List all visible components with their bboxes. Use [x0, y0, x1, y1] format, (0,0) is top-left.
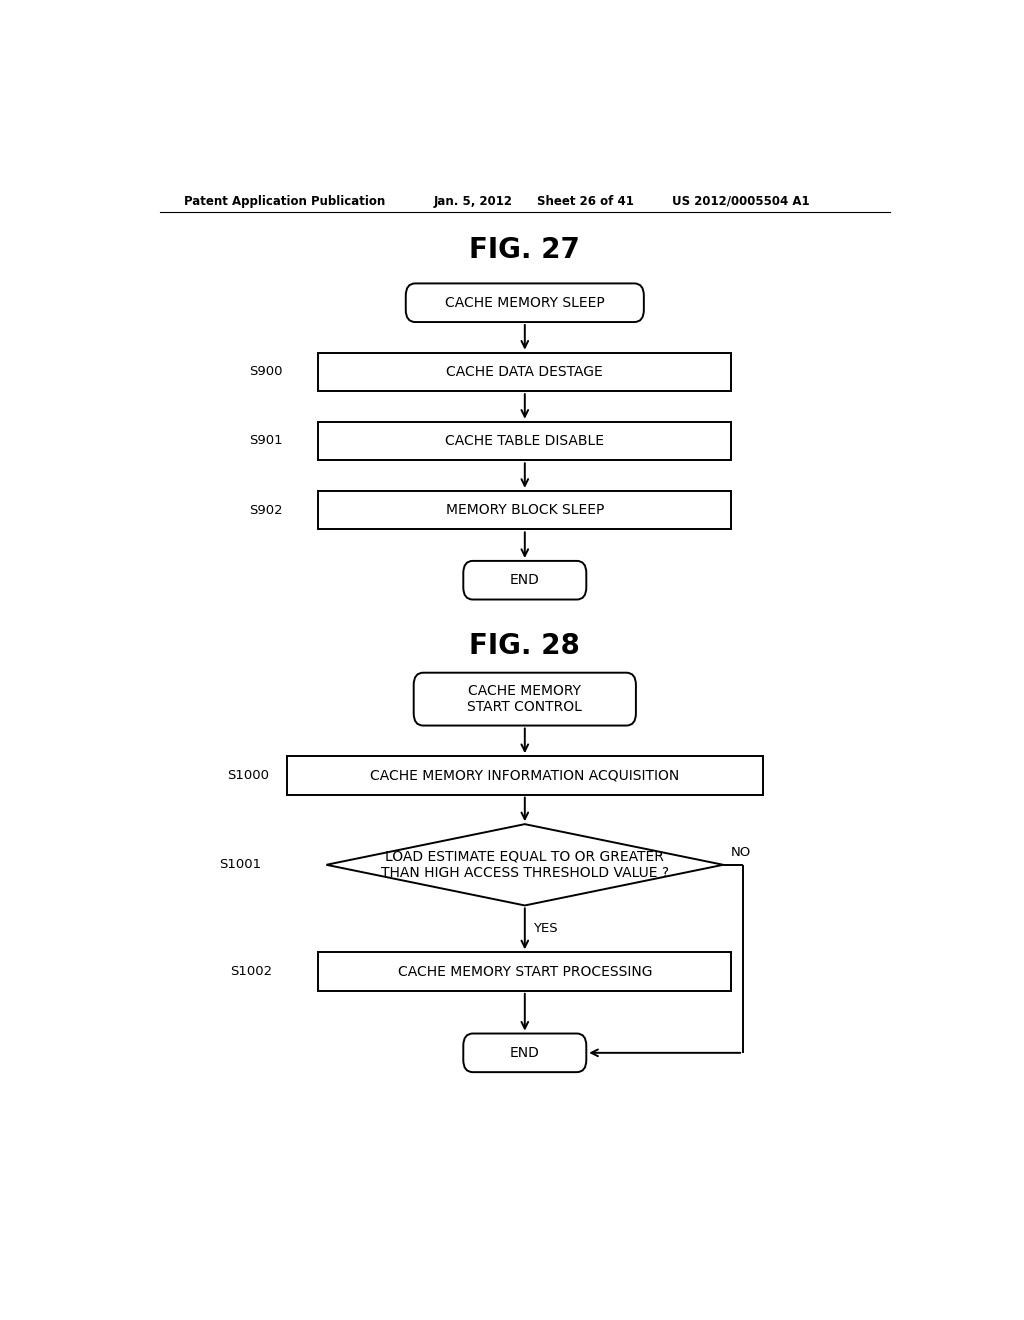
Text: END: END [510, 1045, 540, 1060]
Bar [318, 952, 731, 991]
Text: S901: S901 [249, 434, 283, 447]
Text: CACHE TABLE DISABLE: CACHE TABLE DISABLE [445, 434, 604, 447]
Text: Jan. 5, 2012: Jan. 5, 2012 [433, 194, 513, 207]
Text: S902: S902 [249, 503, 283, 516]
Text: MEMORY BLOCK SLEEP: MEMORY BLOCK SLEEP [445, 503, 604, 517]
FancyBboxPatch shape [414, 673, 636, 726]
Text: END: END [510, 573, 540, 587]
Text: CACHE MEMORY
START CONTROL: CACHE MEMORY START CONTROL [467, 684, 583, 714]
Bar [287, 756, 763, 795]
Text: Sheet 26 of 41: Sheet 26 of 41 [537, 194, 634, 207]
Text: CACHE MEMORY START PROCESSING: CACHE MEMORY START PROCESSING [397, 965, 652, 978]
Text: Patent Application Publication: Patent Application Publication [183, 194, 385, 207]
Text: S1000: S1000 [227, 768, 269, 781]
Text: S900: S900 [249, 366, 283, 379]
Text: FIG. 27: FIG. 27 [469, 236, 581, 264]
Text: CACHE DATA DESTAGE: CACHE DATA DESTAGE [446, 364, 603, 379]
Bar [318, 352, 731, 391]
Polygon shape [327, 824, 723, 906]
Text: FIG. 28: FIG. 28 [469, 632, 581, 660]
Text: US 2012/0005504 A1: US 2012/0005504 A1 [672, 194, 809, 207]
FancyBboxPatch shape [463, 1034, 587, 1072]
FancyBboxPatch shape [463, 561, 587, 599]
Text: LOAD ESTIMATE EQUAL TO OR GREATER
THAN HIGH ACCESS THRESHOLD VALUE ?: LOAD ESTIMATE EQUAL TO OR GREATER THAN H… [381, 850, 669, 880]
Text: S1001: S1001 [219, 858, 261, 871]
FancyBboxPatch shape [406, 284, 644, 322]
Bar [318, 421, 731, 461]
Text: CACHE MEMORY SLEEP: CACHE MEMORY SLEEP [444, 296, 605, 310]
Text: YES: YES [532, 923, 557, 936]
Text: S1002: S1002 [230, 965, 272, 978]
Text: CACHE MEMORY INFORMATION ACQUISITION: CACHE MEMORY INFORMATION ACQUISITION [370, 768, 680, 783]
Bar [318, 491, 731, 529]
Text: NO: NO [731, 846, 752, 859]
